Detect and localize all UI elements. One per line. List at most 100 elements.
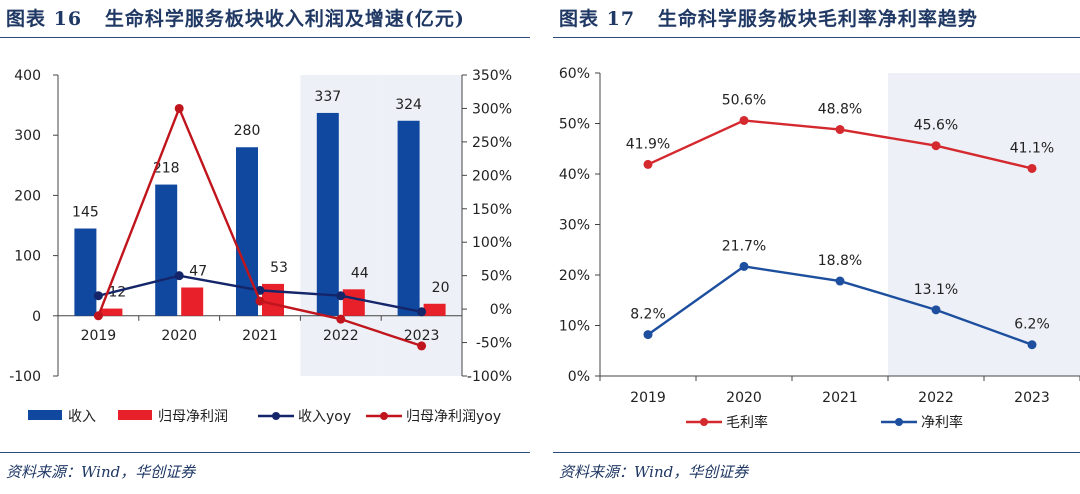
net-margin-label-2022: 13.1% [914,282,958,298]
profit-yoy-point-2023 [417,341,427,351]
y-tick-label: 400 [14,68,41,84]
profit-label-2020: 47 [189,264,207,280]
right-bottom-rule [553,452,1080,453]
left-figure-title: 图表 16 生命科学服务板块收入利润及增速(亿元) [6,8,465,30]
profit-bar-2021 [262,283,284,316]
revenue-bar-2020 [155,184,178,316]
revenue-label-2019: 145 [72,205,99,221]
y-tick-label: 0% [568,369,590,385]
revenue-label-2022: 337 [314,89,341,105]
forecast-shade-2023 [984,73,1080,376]
revenue-label-2023: 324 [395,97,422,113]
left-title-rule [0,37,530,38]
net-margin-point-2023 [1027,340,1037,350]
gross-margin-label-2019: 41.9% [626,136,670,152]
left-chart: -100 0 100 200 300 400 -100% -50% 0% 50% 100% 150% 2… [9,68,512,425]
profit-yoy-point-2020 [174,103,184,113]
revenue-yoy-point-2020 [174,271,184,281]
profit-bar-2023 [423,303,446,316]
profit-bar-2022 [342,289,365,316]
legend-label-2: 收入yoy [298,409,351,425]
y-tick-label: 60% [559,66,590,82]
profit-label-2022: 44 [351,265,369,281]
right-figure: 图表 17 生命科学服务板块毛利率净利率趋势 0% 10% 20% 30% 40% 50%… [553,0,1080,494]
y2-tick-label: -50% [476,336,512,352]
y-tick-label: 50% [559,117,590,133]
legend-label-1: 净利率 [921,414,963,431]
y-tick-label: 20% [559,268,590,284]
net-margin-label-2021: 18.8% [818,253,862,269]
forecast-shade-2023 [381,75,462,376]
x-tick-label-2020: 2020 [726,390,762,406]
net-margin-label-2020: 21.7% [722,238,766,254]
forecast-shade-2022 [888,73,984,376]
right-chart: 0% 10% 20% 30% 40% 50% 60% 2019 2020 2021 2022 2023… [559,66,1080,431]
y2-tick-label: 350% [472,68,512,84]
y-tick-label: 200 [14,188,41,204]
x-tick-label-2022: 2022 [323,328,359,344]
y-tick-label: -100 [9,369,41,385]
legend-label-3: 归母净利润yoy [406,408,501,425]
net-margin-label-2023: 6.2% [1014,317,1050,333]
revenue-yoy-point-2023 [417,307,427,317]
net-margin-point-2021 [835,276,845,286]
legend-swatch-0 [28,410,62,420]
revenue-label-2021: 280 [234,123,261,139]
profit-yoy-point-2019 [93,311,103,321]
legend-marker-3 [380,412,388,420]
revenue-bar-2021 [236,147,258,316]
y2-tick-label: 300% [472,101,512,117]
y2-tick-label: 150% [472,202,512,218]
gross-margin-point-2023 [1027,163,1037,173]
net-margin-point-2022 [931,305,941,315]
net-margin-point-2020 [739,261,749,271]
gross-margin-point-2021 [835,125,845,135]
x-tick-label-2023: 2023 [1014,390,1050,406]
x-tick-label-2021: 2021 [242,328,278,344]
legend-marker-2 [272,412,280,420]
left-bottom-rule [0,452,530,453]
revenue-bar-2023 [397,120,420,316]
y-tick-label: 100 [14,249,41,265]
gross-margin-point-2019 [643,159,653,169]
y2-tick-label: 250% [472,135,512,151]
left-source: 资料来源：Wind，华创证券 [6,463,196,481]
gross-margin-label-2023: 41.1% [1010,140,1054,156]
x-tick-label-2023: 2023 [404,328,440,344]
profit-label-2023: 20 [432,280,450,296]
y-tick-label: 30% [559,218,590,234]
x-tick-label-2020: 2020 [161,328,197,344]
y2-tick-label: 0% [490,302,512,318]
y-tick-label: 300 [14,128,41,144]
right-title-rule [553,37,1080,38]
x-tick-label-2022: 2022 [918,390,954,406]
profit-bar-2020 [181,287,204,316]
legend-marker-1 [895,418,903,426]
profit-yoy-point-2021 [255,296,265,306]
x-tick-label-2019: 2019 [81,328,117,344]
net-margin-point-2019 [643,330,653,340]
revenue-yoy-point-2022 [336,291,346,301]
gross-margin-point-2022 [931,141,941,151]
right-figure-title: 图表 17 生命科学服务板块毛利率净利率趋势 [559,8,978,30]
revenue-bar-2019 [74,228,97,316]
profit-bar-2019 [100,308,123,316]
revenue-bar-2022 [316,112,339,316]
profit-label-2019: 12 [108,285,126,301]
y2-tick-label: 100% [472,235,512,251]
net-margin-label-2019: 8.2% [630,307,666,323]
legend-marker-0 [700,418,708,426]
y-tick-label: 10% [559,319,590,335]
legend-label-1: 归母净利润 [158,408,228,425]
gross-margin-label-2021: 48.8% [818,102,862,118]
y-tick-label: 40% [559,167,590,183]
x-tick-label-2019: 2019 [630,390,666,406]
gross-margin-point-2020 [739,115,749,125]
y-tick-label: 0 [32,309,41,325]
gross-margin-label-2022: 45.6% [914,118,958,134]
right-source: 资料来源：Wind，华创证券 [559,463,749,481]
x-tick-label-2021: 2021 [822,390,858,406]
left-figure: 图表 16 生命科学服务板块收入利润及增速(亿元) -100 0 100 200 300… [0,0,530,494]
legend-label-0: 毛利率 [726,414,768,431]
y2-tick-label: 50% [481,269,512,285]
